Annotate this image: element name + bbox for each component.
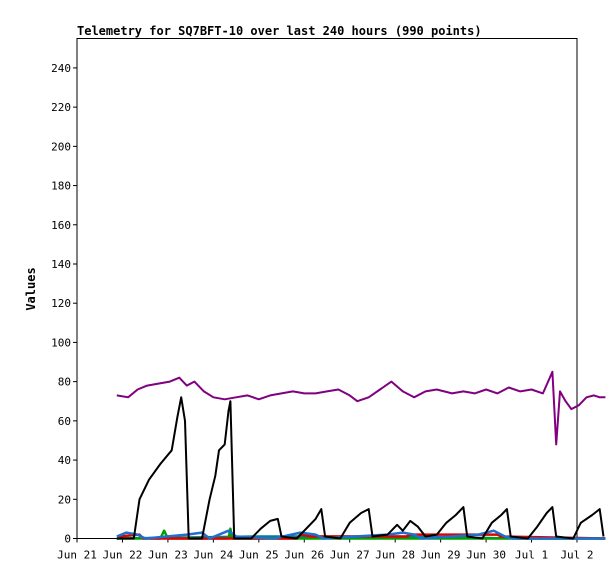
plot-frame <box>76 38 578 539</box>
y-tick-label: 140 <box>51 258 71 271</box>
y-tick-label: 60 <box>58 415 71 428</box>
y-axis-title: Values <box>24 267 38 310</box>
x-tick-label: Jul 1 <box>515 549 548 562</box>
y-tick-label: 40 <box>58 454 71 467</box>
y-tick-label: 240 <box>51 62 71 75</box>
y-tick-label: 220 <box>51 101 71 114</box>
y-tick-label: 180 <box>51 180 71 193</box>
x-tick-label: Jun 29 <box>421 549 461 562</box>
x-axis: Jun 21 Jun 22 Jun 23 Jun 24 Jun 25 Jun 26 Jun … <box>57 538 594 562</box>
y-axis: 0 20 40 60 80 100 120 140 160 180 200 220 240 <box>51 62 77 546</box>
x-tick-label: Jun 21 <box>57 549 97 562</box>
series-line-1 <box>116 396 605 540</box>
x-tick-label: Jun 30 <box>466 549 506 562</box>
x-tick-label: Jun 26 <box>284 549 324 562</box>
y-tick-label: 20 <box>58 493 71 506</box>
x-tick-label: Jun 22 <box>103 549 143 562</box>
x-tick-label: Jun 23 <box>148 549 188 562</box>
y-tick-label: 100 <box>51 336 71 349</box>
series-layer <box>116 370 606 540</box>
series-line-0 <box>116 370 606 446</box>
x-tick-label: Jun 24 <box>193 549 233 562</box>
y-tick-label: 160 <box>51 219 71 232</box>
x-tick-label: Jul 2 <box>560 549 593 562</box>
y-tick-label: 120 <box>51 297 71 310</box>
y-tick-label: 80 <box>58 376 71 389</box>
y-tick-label: 0 <box>64 533 71 546</box>
y-tick-label: 200 <box>51 140 71 153</box>
x-tick-label: Jun 28 <box>375 549 415 562</box>
x-tick-label: Jun 27 <box>330 549 370 562</box>
chart-title: Telemetry for SQ7BFT-10 over last 240 ho… <box>77 24 482 38</box>
x-tick-label: Jun 25 <box>239 549 279 562</box>
